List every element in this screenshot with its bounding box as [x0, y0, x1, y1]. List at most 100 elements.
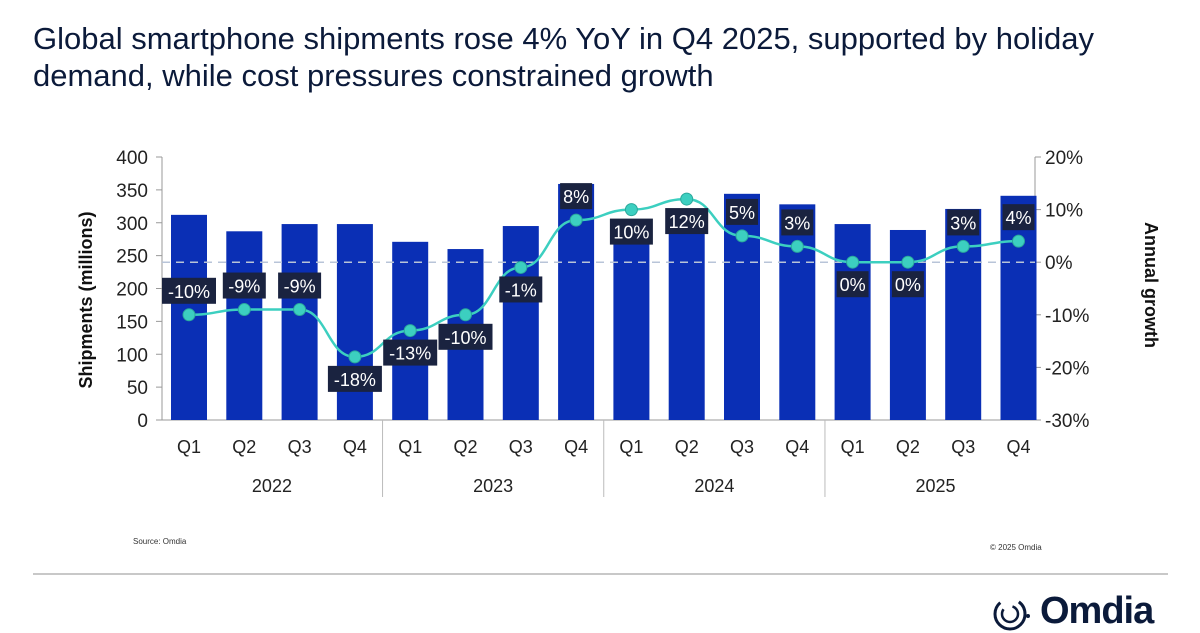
x-tick-label: Q2 [896, 437, 920, 457]
data-label: -13% [389, 344, 431, 364]
y-tick-label: 250 [116, 247, 148, 268]
bar [613, 224, 650, 420]
data-label-box [836, 271, 869, 298]
omdia-logo-icon [993, 597, 1030, 630]
data-label: 3% [784, 213, 810, 233]
growth-point [569, 213, 583, 227]
growth-line [188, 197, 1019, 359]
growth-point [956, 239, 970, 253]
data-label-box [665, 208, 709, 235]
data-label: 3% [950, 213, 976, 233]
bar [834, 224, 871, 420]
bar [502, 226, 539, 420]
y-tick-label: 400 [116, 148, 148, 169]
data-label: 10% [613, 223, 649, 243]
data-label-box [560, 183, 593, 210]
growth-point [403, 324, 417, 338]
x-tick-label: Q4 [564, 437, 588, 457]
data-label: -10% [444, 328, 486, 348]
growth-point [459, 308, 472, 322]
growth-point [790, 239, 804, 253]
x-tick-label: Q2 [232, 437, 256, 457]
omdia-logo: Omdia [990, 590, 1154, 633]
growth-point [1012, 234, 1025, 248]
growth-point [514, 260, 528, 274]
chart-title: Global smartphone shipments rose 4% YoY … [33, 21, 1094, 93]
year-label: 2024 [694, 476, 734, 496]
growth-point [237, 303, 251, 317]
bar [779, 204, 816, 420]
data-label: -9% [284, 277, 316, 297]
year-label: 2023 [473, 476, 513, 496]
data-label: -9% [228, 277, 260, 297]
y2-tick-label: 20% [1045, 148, 1083, 169]
data-label: -1% [505, 280, 537, 300]
growth-point [182, 308, 196, 322]
growth-point [348, 350, 362, 364]
data-label-box [891, 271, 924, 298]
year-label: 2022 [252, 476, 292, 496]
bar [226, 231, 263, 420]
data-label-box [222, 272, 266, 299]
y2-axis-title: Annual growth [1141, 222, 1161, 348]
data-label-box [609, 218, 653, 245]
year-label: 2025 [916, 476, 956, 496]
data-label: 5% [729, 203, 755, 223]
growth-point [846, 255, 860, 269]
data-label: -18% [334, 370, 376, 390]
bar [1000, 195, 1037, 420]
x-tick-label: Q2 [453, 437, 477, 457]
y-tick-label: 300 [116, 214, 148, 235]
data-label: 0% [840, 275, 866, 295]
data-label: 4% [1005, 208, 1031, 228]
data-label-box [781, 209, 814, 236]
divider [33, 573, 1168, 575]
y2-tick-label: -20% [1045, 358, 1089, 379]
y-tick-label: 0 [137, 411, 148, 432]
x-tick-label: Q1 [841, 437, 865, 457]
x-tick-label: Q3 [951, 437, 975, 457]
data-label-box [947, 209, 980, 236]
bar [281, 224, 318, 420]
data-label: 12% [669, 212, 705, 232]
growth-point [735, 229, 749, 243]
y2-tick-label: 10% [1045, 201, 1083, 222]
data-label-box [162, 277, 216, 304]
x-tick-label: Q3 [288, 437, 312, 457]
x-tick-label: Q1 [177, 437, 201, 457]
data-label: -10% [168, 282, 210, 302]
growth-point [680, 192, 694, 206]
data-label-box [1002, 204, 1035, 231]
source-note: Source: Omdia [133, 537, 187, 546]
y2-tick-label: 0% [1045, 253, 1073, 274]
x-tick-label: Q3 [730, 437, 754, 457]
growth-point [901, 255, 915, 269]
data-label-box [383, 339, 438, 366]
y-axis-title: Shipments (millions) [76, 211, 96, 388]
growth-point [624, 203, 638, 217]
y-tick-label: 50 [127, 378, 148, 399]
copyright: © 2025 Omdia [990, 543, 1042, 552]
data-label-box [278, 272, 322, 299]
bar [724, 193, 760, 420]
x-tick-label: Q1 [398, 437, 422, 457]
y2-tick-label: -30% [1045, 411, 1089, 432]
x-tick-label: Q4 [343, 437, 367, 457]
data-label-box [499, 276, 543, 303]
data-label-box [438, 323, 493, 350]
data-label-box [726, 198, 758, 225]
data-label: 8% [563, 187, 589, 207]
x-tick-label: Q1 [619, 437, 643, 457]
data-label-box [327, 365, 382, 392]
y-tick-label: 350 [116, 181, 148, 202]
growth-point [293, 303, 307, 317]
x-tick-label: Q3 [509, 437, 533, 457]
y2-tick-label: -10% [1045, 306, 1089, 327]
y-tick-label: 200 [116, 280, 148, 301]
x-tick-label: Q4 [785, 437, 809, 457]
x-tick-label: Q2 [675, 437, 699, 457]
bar [668, 228, 705, 420]
y-tick-label: 100 [116, 345, 148, 366]
data-label: 0% [895, 275, 921, 295]
x-tick-label: Q4 [1006, 437, 1030, 457]
